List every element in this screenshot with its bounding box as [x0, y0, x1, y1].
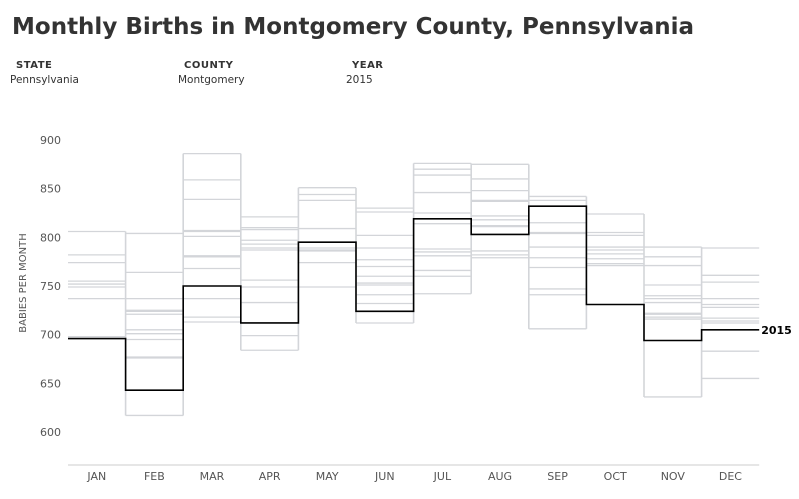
chart-title: Monthly Births in Montgomery County, Pen… [12, 14, 695, 40]
x-tick-label: MAR [200, 470, 225, 483]
x-tick-label: NOV [661, 470, 686, 483]
x-tick-label: JUL [433, 470, 452, 483]
x-tick-label: OCT [604, 470, 627, 483]
x-tick-label: APR [259, 470, 281, 483]
county-value[interactable]: Montgomery [178, 74, 245, 86]
y-tick-label: 800 [40, 231, 61, 244]
county-filter[interactable]: COUNTY Montgomery [178, 60, 245, 86]
county-label: COUNTY [184, 60, 234, 71]
year-label: YEAR [352, 60, 384, 71]
y-tick-label: 600 [40, 426, 61, 439]
y-tick-label: 700 [40, 329, 61, 342]
y-tick-label: 900 [40, 134, 61, 147]
y-tick-label: 650 [40, 377, 61, 390]
y-axis-label: BABIES PER MONTH [18, 233, 29, 332]
x-tick-label: JUN [374, 470, 395, 483]
y-tick-label: 750 [40, 280, 61, 293]
x-tick-label: MAY [316, 470, 339, 483]
x-tick-label: SEP [547, 470, 568, 483]
series-2015-line[interactable] [68, 205, 760, 391]
x-tick-label: FEB [144, 470, 165, 483]
year-value[interactable]: 2015 [346, 74, 373, 86]
y-tick-label: 850 [40, 183, 61, 196]
series-2015-label: 2015 [761, 324, 792, 337]
x-tick-label: JAN [86, 470, 106, 483]
x-tick-label: DEC [719, 470, 742, 483]
year-filter[interactable]: YEAR 2015 [346, 60, 384, 86]
state-value[interactable]: Pennsylvania [10, 74, 79, 86]
state-label: STATE [16, 60, 53, 71]
x-tick-label: AUG [488, 470, 512, 483]
state-filter[interactable]: STATE Pennsylvania [10, 60, 79, 86]
